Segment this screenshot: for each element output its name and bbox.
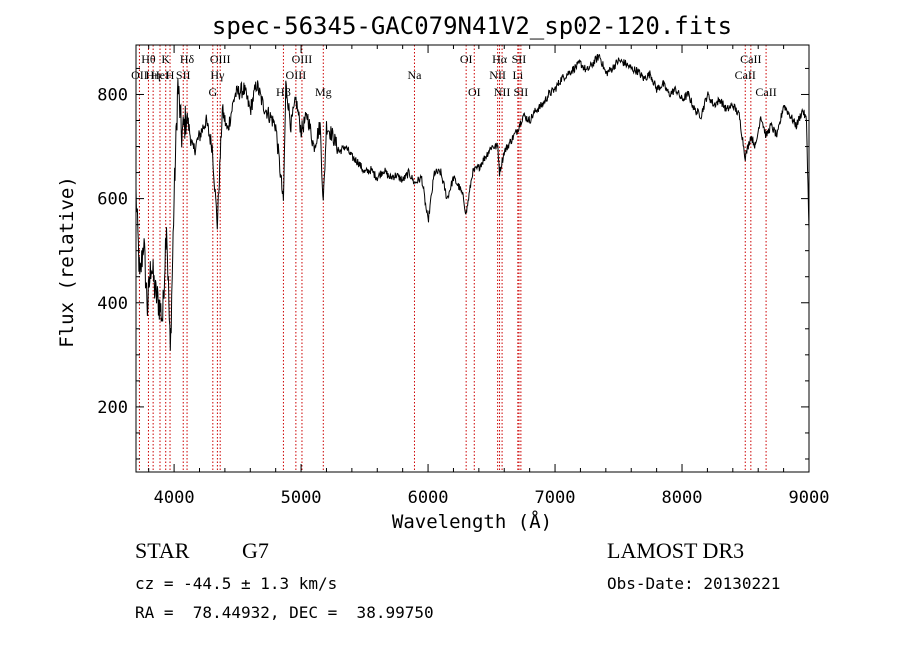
survey-name: LAMOST DR3 bbox=[607, 538, 745, 563]
x-axis-label: Wavelength (Å) bbox=[392, 510, 552, 533]
spectral-line-label: OI bbox=[460, 52, 473, 66]
y-tick-label: 200 bbox=[97, 398, 128, 418]
y-axis-label: Flux (relative) bbox=[56, 176, 78, 348]
spectral-line-label: NII bbox=[489, 68, 506, 82]
x-tick-label: 8000 bbox=[662, 488, 703, 508]
x-tick-label: 9000 bbox=[789, 488, 830, 508]
spectral-line-label: OI bbox=[468, 85, 481, 99]
spectral-line-label: Hδ bbox=[180, 52, 195, 66]
spectral-line-label: CaII bbox=[740, 52, 761, 66]
obs-date: Obs-Date: 20130221 bbox=[607, 574, 781, 593]
spectral-line-label: Li bbox=[512, 68, 523, 82]
coordinates-text: RA = 78.44932, DEC = 38.99750 bbox=[135, 603, 434, 622]
y-tick-label: 600 bbox=[97, 190, 128, 210]
spectral-line-label: Mg bbox=[315, 85, 332, 99]
spectral-line-label: HeI bbox=[151, 68, 169, 82]
spectral-line-markers bbox=[138, 45, 767, 472]
spectral-line-label: Hβ bbox=[276, 85, 291, 99]
spectral-line-label: K bbox=[161, 52, 170, 66]
spectral-line-label: NII bbox=[494, 85, 511, 99]
plot-frame bbox=[135, 44, 810, 473]
y-tick-label: 800 bbox=[97, 85, 128, 105]
spectral-line-label: CaII bbox=[735, 68, 756, 82]
x-tick-label: 5000 bbox=[281, 488, 322, 508]
redshift-text: cz = -44.5 ± 1.3 km/s bbox=[135, 574, 338, 593]
x-tick-label: 4000 bbox=[154, 488, 195, 508]
spectral-line-label: SII bbox=[176, 68, 191, 82]
spectral-line-label: Hα bbox=[492, 52, 508, 66]
spectral-line-label: CaII bbox=[755, 85, 776, 99]
y-tick-label: 400 bbox=[97, 294, 128, 314]
spectral-line-label: Hθ bbox=[141, 52, 156, 66]
x-tick-label: 6000 bbox=[408, 488, 449, 508]
spectral-line-label: SII bbox=[514, 85, 529, 99]
subclass: G7 bbox=[242, 538, 269, 563]
chart-title: spec-56345-GAC079N41V2_sp02-120.fits bbox=[212, 12, 732, 40]
spectral-line-label: Hγ bbox=[210, 68, 225, 82]
y-axis-ticks: 200 400 600 800 bbox=[97, 67, 809, 460]
spectral-line-label: OIII bbox=[286, 68, 307, 82]
x-axis-ticks: 4000 5000 6000 7000 8000 9000 bbox=[148, 45, 830, 508]
spectral-line-label: OIII bbox=[292, 52, 313, 66]
spectral-line-label: Hη bbox=[146, 68, 161, 82]
spectral-line-label: OII bbox=[131, 68, 148, 82]
spectral-line-label: G bbox=[208, 85, 217, 99]
x-tick-label: 7000 bbox=[535, 488, 576, 508]
spectral-line-label: Na bbox=[407, 68, 422, 82]
spectral-line-label: OIII bbox=[210, 52, 231, 66]
object-class: STAR bbox=[135, 538, 190, 563]
spectrum-series-line bbox=[135, 54, 810, 351]
spectral-line-label: SII bbox=[512, 52, 527, 66]
spectral-line-label: H bbox=[166, 68, 175, 82]
